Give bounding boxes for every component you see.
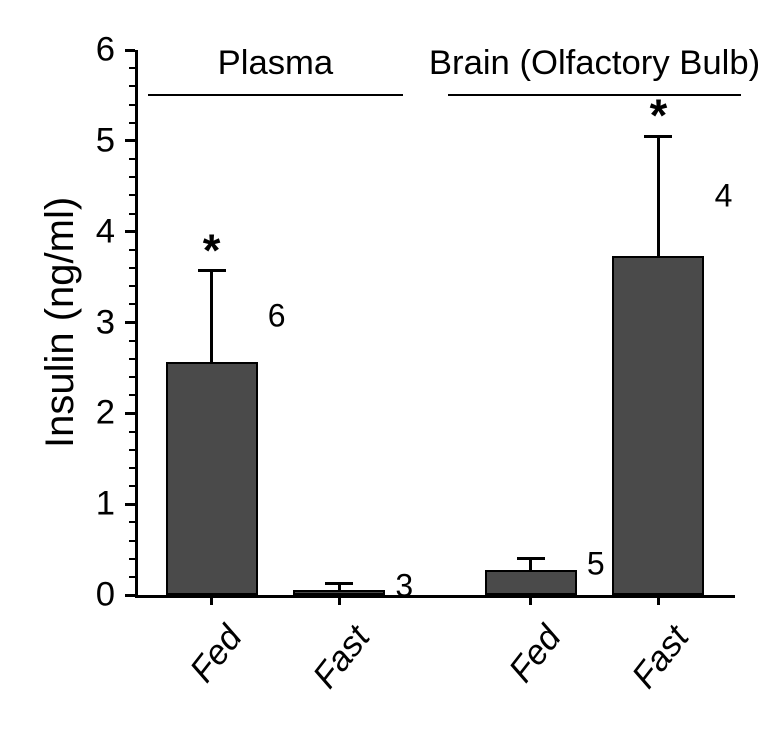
y-minor-tick bbox=[129, 267, 135, 269]
y-minor-tick bbox=[129, 176, 135, 178]
y-minor-tick bbox=[129, 67, 135, 69]
significance-mark: * bbox=[650, 90, 668, 142]
y-minor-tick bbox=[129, 467, 135, 469]
y-minor-tick bbox=[129, 449, 135, 451]
group-underline bbox=[448, 94, 742, 96]
error-bar bbox=[210, 271, 213, 362]
y-minor-tick bbox=[129, 340, 135, 342]
y-minor-tick bbox=[129, 122, 135, 124]
y-tick bbox=[125, 321, 135, 324]
x-tick-label: Fast bbox=[625, 619, 697, 696]
bar bbox=[166, 362, 258, 595]
error-cap bbox=[517, 557, 545, 560]
y-minor-tick bbox=[129, 85, 135, 87]
y-axis-title: Insulin (ng/ml) bbox=[38, 197, 83, 448]
y-minor-tick bbox=[129, 485, 135, 487]
y-minor-tick bbox=[129, 158, 135, 160]
y-tick bbox=[125, 594, 135, 597]
significance-mark: * bbox=[203, 225, 221, 277]
y-minor-tick bbox=[129, 213, 135, 215]
y-minor-tick bbox=[129, 249, 135, 251]
y-minor-tick bbox=[129, 558, 135, 560]
x-tick bbox=[338, 595, 341, 605]
x-tick-label: Fast bbox=[306, 619, 378, 696]
x-tick-label: Fed bbox=[502, 619, 569, 690]
x-tick bbox=[529, 595, 532, 605]
y-minor-tick bbox=[129, 303, 135, 305]
y-tick bbox=[125, 49, 135, 52]
n-label: 5 bbox=[587, 546, 605, 583]
error-bar bbox=[529, 559, 532, 570]
error-bar bbox=[657, 136, 660, 256]
n-label: 4 bbox=[715, 178, 733, 215]
y-minor-tick bbox=[129, 285, 135, 287]
y-minor-tick bbox=[129, 194, 135, 196]
n-label: 6 bbox=[268, 298, 286, 335]
y-minor-tick bbox=[129, 358, 135, 360]
x-tick bbox=[657, 595, 660, 605]
y-tick bbox=[125, 230, 135, 233]
y-tick bbox=[125, 412, 135, 415]
error-cap bbox=[325, 582, 353, 585]
y-tick-label: 5 bbox=[0, 121, 115, 160]
group-underline bbox=[148, 94, 403, 96]
y-minor-tick bbox=[129, 104, 135, 106]
y-minor-tick bbox=[129, 576, 135, 578]
y-minor-tick bbox=[129, 394, 135, 396]
y-tick bbox=[125, 503, 135, 506]
insulin-bar-chart: 0123456Insulin (ng/ml)PlasmaBrain (Olfac… bbox=[0, 0, 777, 749]
x-tick-label: Fed bbox=[183, 619, 250, 690]
bar bbox=[485, 570, 577, 595]
y-tick-label: 6 bbox=[0, 31, 115, 70]
bar bbox=[612, 256, 704, 595]
x-tick bbox=[210, 595, 213, 605]
group-label: Plasma bbox=[218, 44, 334, 83]
y-tick-label: 0 bbox=[0, 576, 115, 615]
group-label: Brain (Olfactory Bulb) bbox=[429, 44, 760, 83]
y-minor-tick bbox=[129, 540, 135, 542]
y-minor-tick bbox=[129, 431, 135, 433]
y-axis bbox=[135, 50, 138, 598]
y-tick bbox=[125, 139, 135, 142]
y-minor-tick bbox=[129, 376, 135, 378]
x-axis bbox=[135, 595, 735, 598]
y-tick-label: 1 bbox=[0, 485, 115, 524]
n-label: 3 bbox=[395, 568, 413, 605]
y-minor-tick bbox=[129, 521, 135, 523]
